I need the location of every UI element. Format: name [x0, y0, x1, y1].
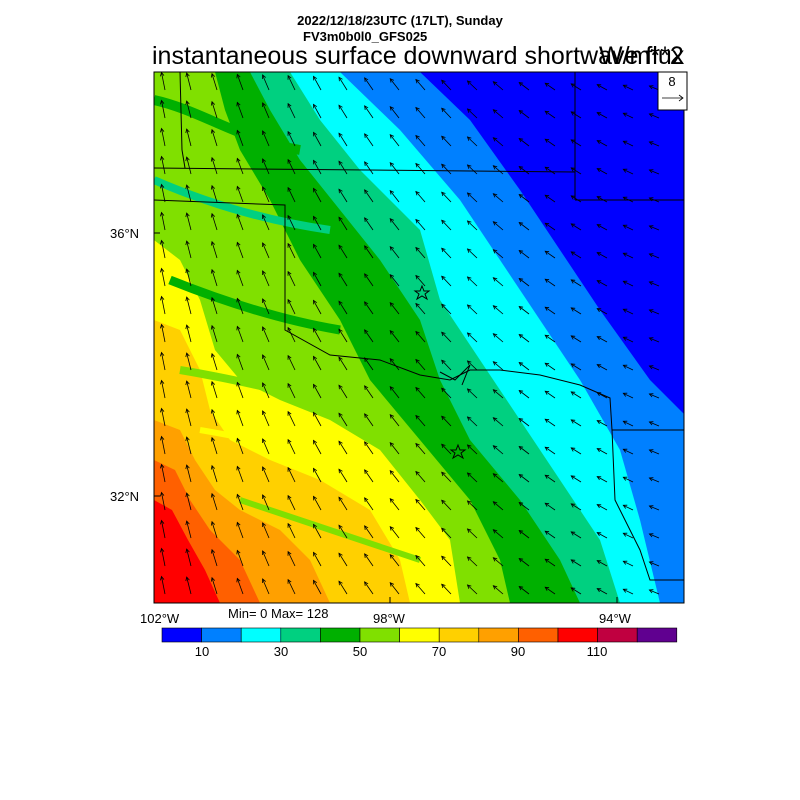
city-star-texas [449, 443, 467, 460]
colorbar-box [438, 627, 480, 643]
units-title: W/m**2 [599, 42, 684, 70]
colorbar-box [399, 627, 440, 643]
min-max-text: Min= 0 Max= 128 [228, 606, 329, 621]
colorbar-label: 30 [273, 644, 289, 659]
model-title: FV3m0b0l0_GFS025 [303, 29, 428, 44]
lon-label-102: 102°W [140, 611, 180, 626]
colorbar-label: 50 [352, 644, 368, 659]
vector-legend [657, 71, 688, 111]
axis-ticks [153, 232, 618, 603]
datetime-title: 2022/12/18/23UTC (17LT), Sunday [297, 13, 503, 28]
wind-vectors [160, 72, 660, 595]
colorbar-label: 10 [194, 644, 210, 659]
lon-label-98: 98°W [373, 611, 405, 626]
shortwave-flux-field [154, 72, 684, 603]
colorbar-box [280, 627, 321, 643]
colorbar-box [478, 627, 519, 643]
vector-legend-value: 8 [668, 74, 676, 89]
colorbar-box [201, 627, 242, 643]
city-star-oklahoma [413, 284, 431, 301]
lon-label-94: 94°W [599, 611, 631, 626]
state-boundaries [154, 72, 684, 581]
lat-label-36: 36°N [110, 226, 140, 241]
colorbar-box [320, 627, 361, 643]
lat-label-32: 32°N [110, 489, 140, 504]
colorbar-label: 70 [431, 644, 447, 659]
plot-frame [153, 71, 685, 604]
colorbar-box [636, 627, 678, 643]
colorbar-box [597, 627, 638, 643]
colorbar-box [240, 627, 282, 643]
colorbar-box [359, 627, 400, 643]
colorbar-box [557, 627, 598, 643]
variable-title: instantaneous surface downward shortwave… [152, 42, 685, 70]
colorbar-box [518, 627, 559, 643]
colorbar-box [161, 627, 202, 643]
colorbar-label: 110 [586, 644, 608, 659]
colorbar-label: 90 [510, 644, 526, 659]
